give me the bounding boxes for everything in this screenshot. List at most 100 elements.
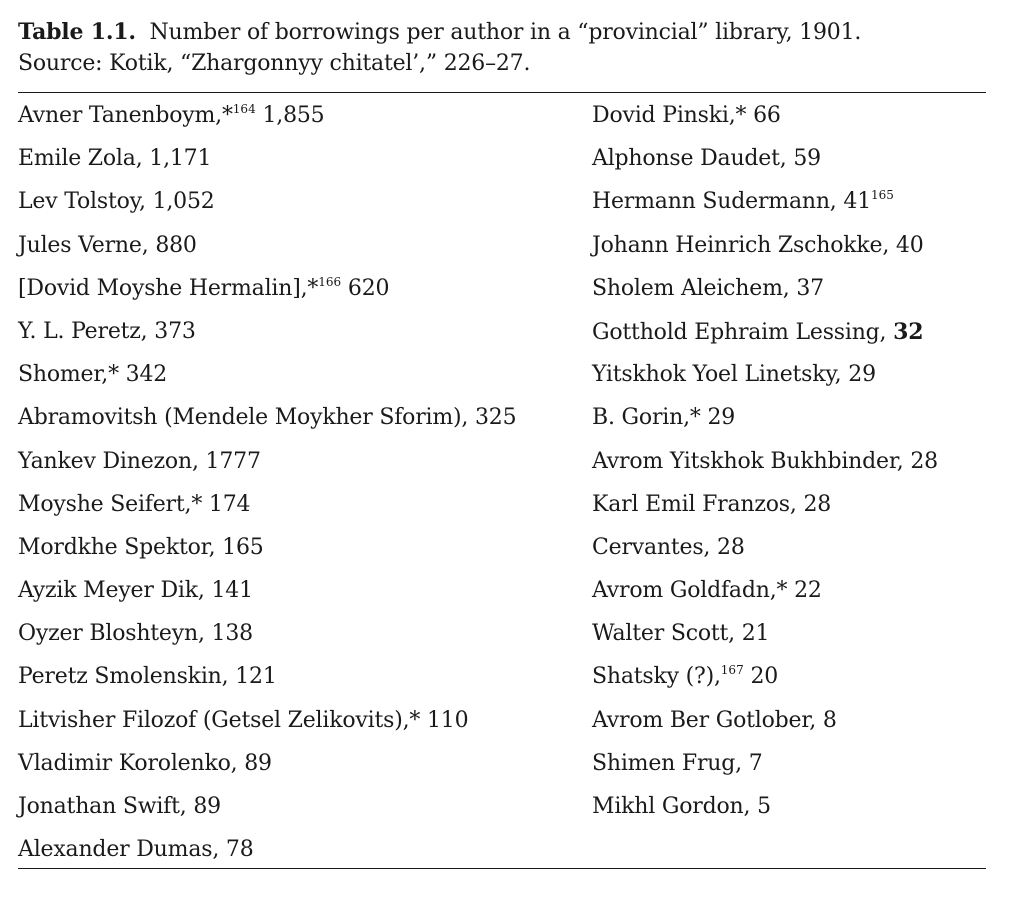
author-name: B. Gorin, (592, 405, 690, 431)
borrowing-count: 21 (741, 621, 770, 647)
table-entry: Peretz Smolenskin, 121 (18, 656, 588, 699)
table-entry: [Dovid Moyshe Hermalin],*166 620 (18, 268, 588, 311)
borrowing-count: 59 (793, 146, 821, 172)
left-column: Avner Tanenboym,*164 1,855 Emile Zola, 1,… (18, 95, 588, 872)
author-name: Avrom Ber Gotlober, (592, 707, 817, 733)
borrowing-count: 325 (475, 405, 517, 431)
asterisk-marker: * (409, 707, 421, 733)
footnote-marker: 165 (871, 188, 894, 203)
table-entry: Shimen Frug, 7 (592, 743, 986, 786)
author-name: Johann Heinrich Zschokke, (592, 232, 890, 258)
borrowing-count: 1,171 (149, 146, 212, 172)
table-caption: Table 1.1. Number of borrowings per auth… (18, 17, 988, 79)
author-name: Shimen Frug, (592, 750, 742, 776)
table-entry: Avner Tanenboym,*164 1,855 (18, 95, 588, 138)
borrowing-count: 880 (155, 232, 197, 258)
author-name: Avrom Goldfadn, (592, 578, 777, 604)
table-entry: Dovid Pinski,* 66 (592, 95, 986, 138)
table-entry: Hermann Sudermann, 41165 (592, 181, 986, 224)
borrowing-count: 28 (803, 491, 832, 517)
borrowing-count: 37 (796, 275, 824, 301)
table-entry: Ayzik Meyer Dik, 141 (18, 570, 588, 613)
table-label: Table 1.1. (18, 19, 136, 45)
author-name: Cervantes, (592, 534, 711, 560)
borrowing-count: 121 (235, 664, 277, 690)
author-name: Jules Verne, (18, 232, 149, 258)
table-entry: Jonathan Swift, 89 (18, 786, 588, 829)
borrowing-count: 28 (910, 448, 938, 474)
author-name: [Dovid Moyshe Hermalin], (18, 275, 308, 301)
borrowing-count: 7 (748, 750, 763, 776)
table-entry: Emile Zola, 1,171 (18, 138, 588, 181)
author-name: Avrom Yitskhok Bukhbinder, (592, 448, 904, 474)
table-title: Number of borrowings per author in a “pr… (149, 20, 862, 45)
table-entry: Shatsky (?),167 20 (592, 656, 986, 699)
borrowing-count: 29 (848, 362, 876, 388)
author-name: Emile Zola, (18, 146, 143, 172)
borrowing-count: 89 (244, 750, 272, 776)
table-entry: Avrom Ber Gotlober, 8 (592, 700, 986, 743)
author-borrowings-table: Avner Tanenboym,*164 1,855 Emile Zola, 1,… (18, 95, 986, 867)
table-entry: Johann Heinrich Zschokke, 40 (592, 225, 986, 268)
footnote-marker: 167 (720, 663, 744, 678)
author-name: Yitskhok Yoel Linetsky, (592, 362, 842, 388)
author-name: Shomer, (18, 362, 109, 388)
borrowing-count: 66 (753, 103, 781, 128)
table-entry: Mordkhe Spektor, 165 (18, 527, 588, 570)
borrowing-count: 138 (211, 621, 254, 647)
borrowing-count: 165 (222, 534, 264, 560)
footnote-marker: 164 (232, 102, 256, 116)
author-name: Ayzik Meyer Dik, (18, 578, 205, 604)
table-entry: Shomer,* 342 (18, 354, 588, 397)
author-name: Alphonse Daudet, (592, 146, 787, 172)
author-name: Abramovitsh (Mendele Moykher Sforim), (18, 405, 469, 431)
table-entry: Yankev Dinezon, 1777 (18, 441, 588, 484)
author-name: Litvisher Filozof (Getsel Zelikovits), (18, 707, 410, 733)
author-name: Jonathan Swift, (18, 794, 187, 819)
author-name: Mikhl Gordon, (592, 794, 751, 819)
asterisk-marker: * (108, 362, 119, 388)
borrowing-count: 1777 (205, 448, 261, 474)
borrowing-count: 8 (822, 707, 837, 733)
author-name: Alexander Dumas, (18, 837, 220, 863)
borrowing-count: 1,855 (262, 103, 325, 128)
right-column: Dovid Pinski,* 66 Alphonse Daudet, 59 Herm… (592, 95, 986, 829)
top-rule (18, 92, 986, 93)
asterisk-marker: * (735, 103, 747, 128)
author-name: Dovid Pinski, (592, 103, 736, 128)
author-name: Walter Scott, (592, 621, 735, 647)
table-entry: Sholem Aleichem, 37 (592, 268, 986, 311)
footnote-marker: 166 (318, 274, 342, 289)
author-name: Gotthold Ephraim Lessing, (592, 319, 887, 345)
borrowing-count: 110 (427, 707, 469, 733)
table-entry: Litvisher Filozof (Getsel Zelikovits),* … (18, 700, 588, 743)
author-name: Oyzer Bloshteyn, (18, 621, 205, 647)
borrowing-count: 620 (347, 275, 390, 301)
table-entry: Lev Tolstoy, 1,052 (18, 181, 588, 224)
asterisk-marker: * (221, 103, 233, 128)
borrowing-count: 20 (750, 664, 779, 690)
author-name: Avner Tanenboym, (18, 103, 222, 128)
borrowing-count: 89 (193, 794, 221, 819)
table-entry: Alphonse Daudet, 59 (592, 138, 986, 181)
table-entry: Vladimir Korolenko, 89 (18, 743, 588, 786)
borrowing-count: 5 (757, 794, 771, 819)
borrowing-count: 40 (895, 232, 924, 258)
asterisk-marker: * (689, 405, 701, 431)
author-name: Shatsky (?), (592, 664, 721, 690)
borrowing-count: 41 (843, 189, 872, 215)
bottom-rule (18, 868, 986, 869)
borrowing-count: 373 (154, 318, 196, 344)
borrowing-count: 78 (225, 837, 254, 863)
table-entry: Avrom Goldfadn,* 22 (592, 570, 986, 613)
table-entry: Jules Verne, 880 (18, 225, 588, 268)
caption-title-line: Table 1.1. Number of borrowings per auth… (18, 17, 988, 48)
asterisk-marker: * (776, 578, 788, 604)
author-name: Hermann Sudermann, (592, 189, 837, 215)
table-entry: Gotthold Ephraim Lessing, 32 (592, 311, 986, 354)
borrowing-count: 342 (125, 362, 168, 388)
borrowing-count: 141 (211, 578, 253, 604)
table-entry: Moyshe Seifert,* 174 (18, 484, 588, 527)
table-entry: Yitskhok Yoel Linetsky, 29 (592, 354, 986, 397)
author-name: Vladimir Korolenko, (18, 750, 238, 776)
